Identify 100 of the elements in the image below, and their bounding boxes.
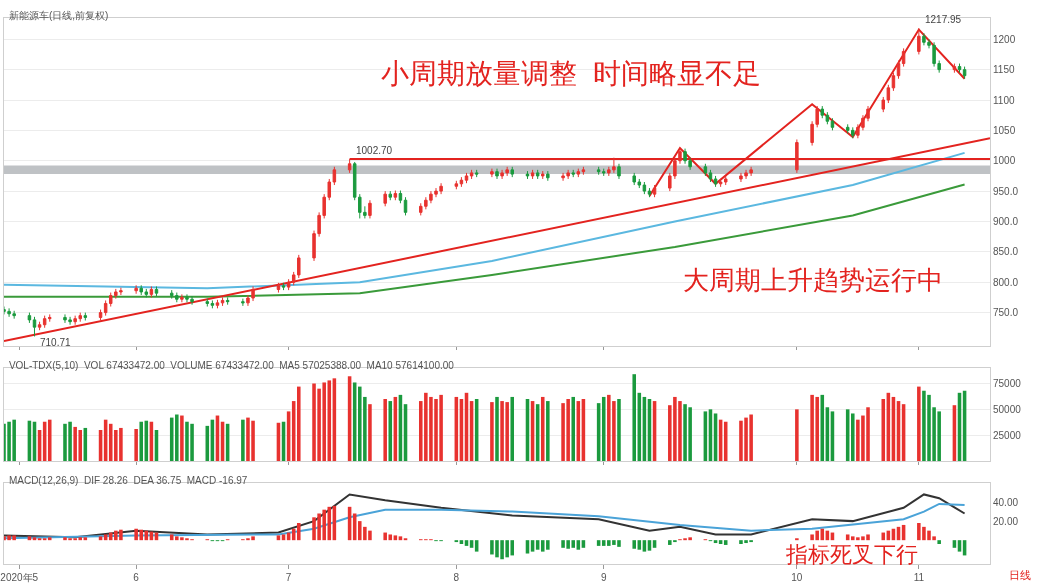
candlestick bbox=[571, 169, 575, 178]
x-tick-label: 8 bbox=[453, 572, 460, 583]
candlestick bbox=[276, 282, 281, 294]
candlestick bbox=[652, 184, 657, 198]
bar bbox=[571, 396, 576, 461]
candlestick bbox=[37, 321, 42, 331]
candlestick bbox=[830, 117, 835, 131]
y-tick-label: 900.0 bbox=[993, 215, 1019, 227]
bar bbox=[881, 399, 886, 461]
y-tick-label: 1150 bbox=[993, 64, 1015, 76]
candlestick bbox=[215, 299, 220, 309]
candlestick bbox=[490, 168, 494, 178]
y-tick-label: 1000 bbox=[993, 155, 1016, 167]
bar bbox=[917, 386, 921, 461]
bar bbox=[546, 401, 550, 461]
candlestick bbox=[393, 190, 398, 201]
candlestick bbox=[27, 312, 32, 324]
bar bbox=[596, 540, 601, 546]
candlestick bbox=[154, 285, 159, 297]
bar bbox=[937, 540, 941, 544]
annotation: 指标死叉下行 bbox=[785, 542, 918, 567]
annotation: 大周期上升趋势运行中 bbox=[683, 265, 943, 295]
candlestick bbox=[398, 190, 403, 204]
candlestick bbox=[454, 180, 459, 190]
candlestick bbox=[205, 298, 210, 308]
candlestick bbox=[703, 163, 708, 177]
line-series bbox=[4, 183, 966, 298]
bar bbox=[617, 399, 621, 461]
bar bbox=[490, 402, 494, 461]
bar bbox=[297, 386, 301, 461]
candlestick bbox=[530, 169, 535, 180]
x-tick-label: 7 bbox=[285, 572, 292, 583]
candlestick bbox=[795, 138, 799, 174]
bar bbox=[368, 404, 372, 461]
x-tick-label: 10 bbox=[791, 572, 803, 583]
candlestick bbox=[134, 284, 138, 295]
candlestick bbox=[495, 168, 499, 180]
candlestick bbox=[388, 190, 393, 201]
bar bbox=[881, 532, 886, 541]
bar bbox=[845, 534, 850, 541]
candlestick bbox=[617, 163, 621, 180]
candlestick bbox=[576, 168, 581, 178]
bar bbox=[495, 396, 499, 461]
bar bbox=[850, 413, 855, 461]
candlestick bbox=[723, 175, 728, 186]
annotation: 小周期放量调整 时间略显不足 bbox=[381, 58, 761, 89]
candlestick bbox=[541, 170, 545, 180]
y-tick-label: 1100 bbox=[993, 94, 1015, 106]
candlestick bbox=[469, 169, 474, 180]
bar bbox=[632, 540, 637, 549]
x-tick-label: 2020年5 bbox=[0, 572, 39, 583]
y-tick-label: 50000 bbox=[993, 403, 1022, 415]
candlestick bbox=[241, 298, 245, 307]
bar bbox=[281, 534, 286, 541]
bar bbox=[139, 421, 144, 461]
line-series bbox=[4, 502, 966, 540]
bar bbox=[388, 401, 393, 461]
bar bbox=[83, 537, 88, 541]
y-tick-label: 25000 bbox=[993, 429, 1022, 441]
candlestick bbox=[225, 296, 230, 306]
bar bbox=[510, 396, 515, 461]
candlestick bbox=[708, 169, 713, 183]
y-tick-label: 800.0 bbox=[993, 276, 1019, 288]
candlestick bbox=[98, 309, 103, 321]
bar bbox=[713, 540, 718, 544]
x-tick-label: 9 bbox=[600, 572, 607, 583]
annotation: 1002.70 bbox=[356, 145, 393, 156]
candlestick bbox=[952, 63, 957, 74]
candlestick bbox=[347, 158, 352, 174]
bar bbox=[632, 374, 637, 461]
candlestick bbox=[180, 293, 184, 303]
candlestick bbox=[535, 169, 540, 180]
candlestick bbox=[647, 187, 652, 198]
y-tick-label: 850.0 bbox=[993, 246, 1019, 258]
candlestick bbox=[962, 66, 967, 80]
candlestick bbox=[601, 168, 606, 177]
bar bbox=[47, 419, 52, 461]
candlestick bbox=[220, 296, 225, 307]
bar bbox=[383, 399, 387, 461]
candlestick bbox=[510, 166, 514, 178]
bar bbox=[32, 537, 37, 541]
bar bbox=[297, 523, 301, 541]
candlestick bbox=[546, 170, 550, 182]
y-tick-label: 750.0 bbox=[993, 307, 1019, 319]
bar bbox=[134, 428, 138, 461]
y-tick-label: 40.00 bbox=[993, 496, 1019, 508]
annotation: 1217.95 bbox=[925, 14, 962, 25]
y-tick-label: 1050 bbox=[993, 124, 1016, 136]
bar bbox=[241, 419, 245, 461]
text: 日线 bbox=[1009, 569, 1031, 581]
candlestick bbox=[464, 172, 469, 184]
candlestick bbox=[957, 63, 962, 74]
candlestick bbox=[383, 190, 387, 207]
candlestick bbox=[642, 181, 647, 195]
candlestick bbox=[403, 196, 408, 216]
candlestick bbox=[281, 282, 286, 291]
x-tick-label: 11 bbox=[913, 572, 925, 583]
candlestick bbox=[368, 199, 372, 219]
candlestick bbox=[901, 47, 906, 68]
bar bbox=[47, 537, 52, 541]
